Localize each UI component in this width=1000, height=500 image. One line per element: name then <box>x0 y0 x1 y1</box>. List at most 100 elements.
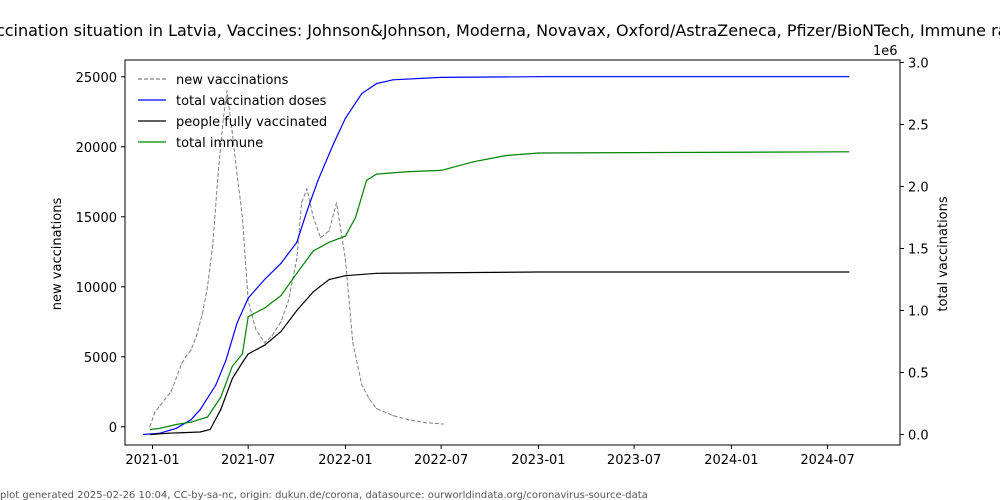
data-point-series-2 <box>306 210 308 212</box>
x-tick-label: 2022-01 <box>318 453 372 468</box>
data-point-series-2 <box>537 76 540 78</box>
data-point-series-1 <box>301 202 303 204</box>
data-point-series-2 <box>376 83 378 85</box>
data-point-series-1 <box>264 342 266 344</box>
data-point-series-1 <box>181 363 183 365</box>
data-point-series-1 <box>159 405 161 407</box>
data-point-series-4 <box>296 272 298 274</box>
data-point-series-4 <box>366 179 368 181</box>
data-point-series-1 <box>296 258 298 260</box>
data-point-series-1 <box>280 321 282 323</box>
data-point-series-2 <box>440 76 442 78</box>
y-right-tick-label: 0.5 <box>908 366 929 381</box>
data-point-series-1 <box>206 286 209 288</box>
data-point-series-3 <box>149 433 151 436</box>
y-right-tick-label: 2.0 <box>908 180 929 195</box>
data-point-series-2 <box>296 241 298 243</box>
data-point-series-3 <box>344 275 346 277</box>
data-point-series-3 <box>264 344 266 346</box>
data-point-series-1 <box>271 335 273 337</box>
data-point-series-3 <box>537 271 540 273</box>
data-point-series-1 <box>376 408 378 410</box>
series-line-2 <box>143 76 849 436</box>
x-tick-label: 2021-01 <box>125 453 179 468</box>
plot-frame <box>124 59 901 446</box>
data-point-series-4 <box>175 423 177 426</box>
data-point-series-2 <box>215 384 217 386</box>
data-point-series-4 <box>376 173 378 175</box>
data-point-series-2 <box>280 262 282 264</box>
data-point-series-4 <box>247 316 249 318</box>
data-point-series-3 <box>376 272 378 274</box>
data-point-series-3 <box>168 432 170 434</box>
y-left-tick-label: 25000 <box>76 71 117 86</box>
data-point-series-3 <box>209 428 211 431</box>
data-point-series-4 <box>312 250 314 252</box>
data-point-series-3 <box>280 330 282 333</box>
series-line-4 <box>150 151 849 431</box>
data-point-series-2 <box>317 179 319 181</box>
data-point-series-1 <box>217 174 219 176</box>
data-point-series-3 <box>241 361 243 364</box>
data-point-series-4 <box>354 216 357 219</box>
legend-label-4: total immune <box>176 136 263 151</box>
x-tick-label: 2023-01 <box>511 453 565 468</box>
data-point-series-1 <box>226 90 228 92</box>
series-line-3 <box>150 271 849 436</box>
data-point-series-2 <box>190 419 192 421</box>
data-point-series-4 <box>328 241 330 243</box>
data-point-series-3 <box>296 309 298 312</box>
data-point-series-1 <box>201 314 203 316</box>
legend-label-3: people fully vaccinated <box>176 115 327 130</box>
data-point-series-4 <box>344 235 346 237</box>
x-tick-label: 2024-01 <box>704 453 758 468</box>
data-point-series-2 <box>142 433 145 436</box>
data-point-series-1 <box>368 398 370 400</box>
data-point-series-1 <box>424 422 426 424</box>
y-left-tick-label: 20000 <box>76 141 117 156</box>
data-point-series-1 <box>312 216 314 218</box>
data-point-series-1 <box>442 423 444 425</box>
data-point-series-4 <box>408 171 410 173</box>
data-point-series-4 <box>537 152 540 154</box>
data-point-series-4 <box>241 353 243 355</box>
data-point-series-3 <box>247 353 249 355</box>
legend-label-2: total vaccination doses <box>176 94 327 109</box>
data-point-series-3 <box>848 271 850 273</box>
data-point-series-4 <box>848 151 850 153</box>
data-point-series-1 <box>287 300 289 302</box>
data-point-series-3 <box>231 378 233 380</box>
data-point-series-1 <box>231 132 233 134</box>
data-point-series-2 <box>225 359 227 361</box>
data-point-series-1 <box>195 335 197 337</box>
y-left-tick-label: 15000 <box>76 211 117 226</box>
data-point-series-1 <box>241 216 243 218</box>
data-point-series-4 <box>280 295 282 297</box>
data-point-series-1 <box>335 202 338 204</box>
chart-title: Vaccination situation in Latvia, Vaccine… <box>0 21 1000 40</box>
y-axis-label-left: new vaccinations <box>50 198 65 311</box>
data-point-series-2 <box>175 427 177 429</box>
data-point-series-4 <box>264 307 266 309</box>
y-left-tick-label: 5000 <box>84 351 117 366</box>
data-point-series-1 <box>212 244 214 246</box>
data-point-series-1 <box>175 377 177 379</box>
data-point-series-2 <box>247 297 249 299</box>
x-tick-label: 2023-07 <box>607 453 661 468</box>
footer-credit: plot generated 2025-02-26 10:04, CC-by-s… <box>0 490 648 500</box>
data-point-series-2 <box>264 278 266 281</box>
data-point-series-1 <box>247 300 249 302</box>
data-point-series-4 <box>440 169 442 171</box>
data-point-series-1 <box>255 328 257 330</box>
data-point-series-1 <box>408 419 410 421</box>
data-point-series-3 <box>312 291 314 293</box>
right-axis-offset-label: 1e6 <box>873 44 898 59</box>
y-right-tick-label: 3.0 <box>908 56 929 71</box>
data-point-series-4 <box>473 161 475 163</box>
data-point-series-2 <box>361 92 363 95</box>
data-point-series-1 <box>170 391 172 393</box>
data-point-series-4 <box>190 421 192 423</box>
data-point-series-1 <box>392 415 394 417</box>
data-point-series-4 <box>231 365 233 367</box>
